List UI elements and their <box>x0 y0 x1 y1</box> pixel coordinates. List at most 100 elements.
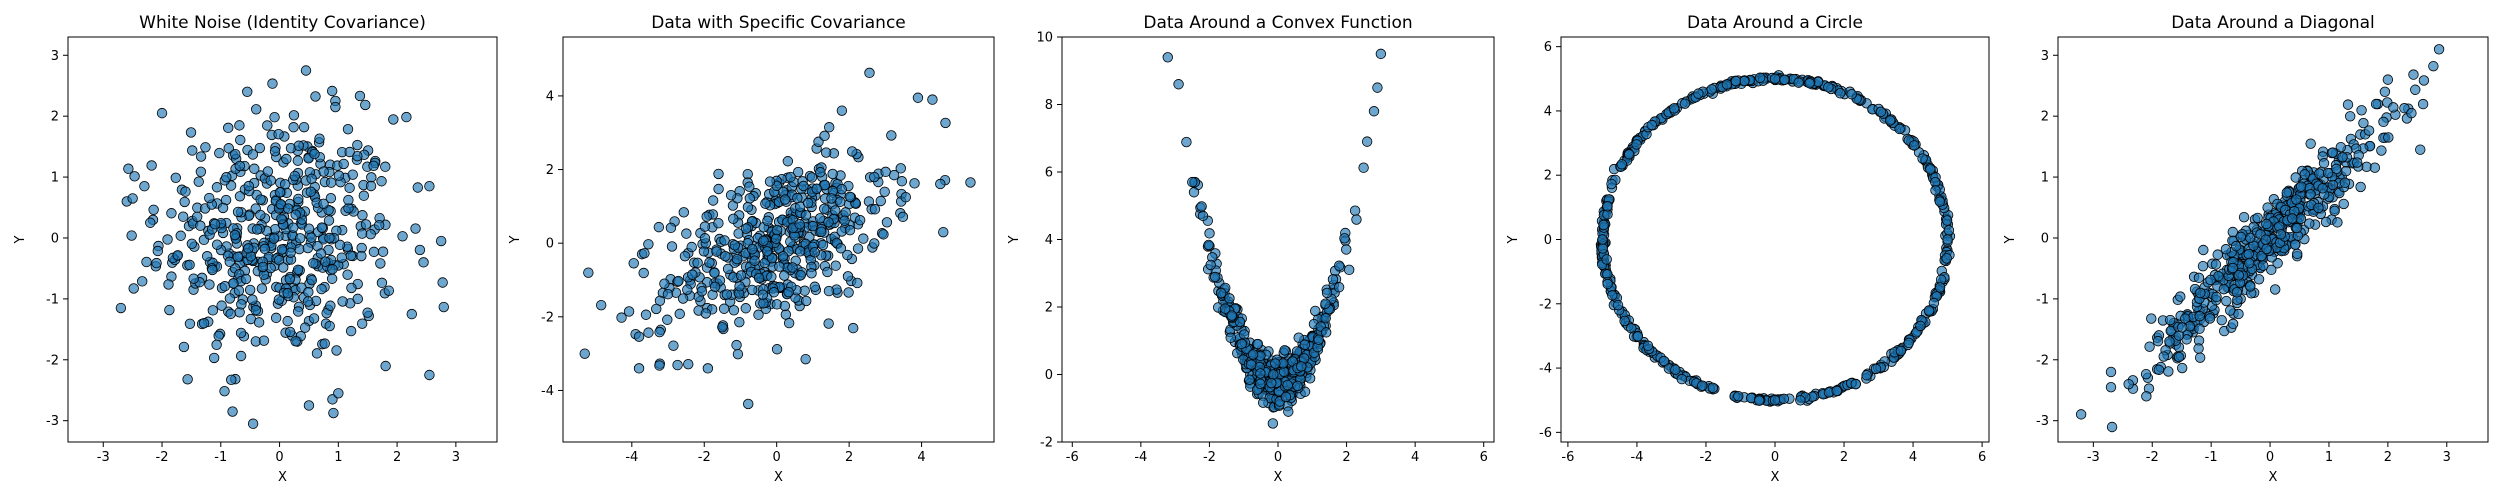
data-point <box>640 309 652 320</box>
data-point <box>761 246 773 257</box>
data-point <box>377 246 389 257</box>
data-point <box>418 257 429 268</box>
data-point <box>718 303 730 314</box>
data-point <box>292 306 304 317</box>
data-point <box>687 269 698 280</box>
data-point <box>2317 183 2328 194</box>
y-axis-label: Y <box>13 235 28 244</box>
y-tick-label: -4 <box>541 384 554 399</box>
data-point <box>1224 293 1235 304</box>
data-point <box>338 158 349 170</box>
chart-panel-4: -6 -4 -2 0 2 4 6 -6 -4 -2 0 2 4 6 Data Around a Circle… <box>1506 13 1990 485</box>
data-point <box>397 231 408 242</box>
data-point <box>2165 314 2176 326</box>
data-point <box>721 289 733 300</box>
data-point <box>2075 409 2087 420</box>
x-tick-label: -2 <box>1203 450 1216 465</box>
data-point <box>1313 334 1324 345</box>
data-point <box>178 341 190 353</box>
data-point <box>1327 274 1339 285</box>
x-tick-label: 4 <box>917 450 925 465</box>
data-point <box>1292 380 1303 392</box>
data-point <box>254 142 266 154</box>
data-point <box>638 267 649 279</box>
data-point <box>233 285 245 296</box>
data-point <box>2204 313 2216 324</box>
data-point <box>735 270 747 281</box>
x-axis-label: X <box>278 470 287 485</box>
data-point <box>2428 60 2439 72</box>
data-point <box>347 169 358 180</box>
x-tick-label: -2 <box>1699 450 1712 465</box>
data-point <box>336 252 347 263</box>
data-point <box>2342 99 2354 110</box>
data-point <box>170 172 181 184</box>
data-point <box>267 78 278 89</box>
y-tick-label: -1 <box>46 292 59 307</box>
data-point <box>325 300 336 311</box>
data-point <box>2332 217 2343 228</box>
data-point <box>334 239 346 251</box>
data-point <box>1793 77 1804 88</box>
data-point <box>792 192 803 204</box>
y-tick-label: -4 <box>1539 362 1552 377</box>
data-point <box>247 149 259 160</box>
data-point <box>2320 216 2332 228</box>
y-tick-label: 8 <box>1045 98 1053 113</box>
data-point <box>1279 345 1290 356</box>
data-point <box>764 176 776 187</box>
points-group <box>2075 44 2445 433</box>
data-point <box>318 198 329 210</box>
x-tick-label: -1 <box>2205 450 2218 465</box>
data-point <box>595 299 607 311</box>
data-point <box>2144 341 2155 352</box>
data-point <box>2194 310 2205 322</box>
data-point <box>2295 181 2307 192</box>
x-axis-label: X <box>774 470 783 485</box>
data-point <box>806 268 817 279</box>
data-point <box>406 308 417 320</box>
data-point <box>864 67 875 79</box>
data-point <box>207 305 219 316</box>
x-tick-label: 1 <box>334 450 342 465</box>
data-point <box>188 273 199 284</box>
data-point <box>1215 287 1227 299</box>
data-point <box>1624 149 1635 160</box>
data-point <box>783 286 794 298</box>
x-tick-label: -6 <box>1561 450 1574 465</box>
data-point <box>816 226 827 237</box>
data-point <box>2105 381 2117 393</box>
data-point <box>811 183 822 194</box>
data-point <box>185 127 197 138</box>
data-point <box>2378 116 2389 128</box>
data-point <box>281 153 292 165</box>
data-point <box>290 336 301 347</box>
data-point <box>1884 115 1896 126</box>
data-point <box>1923 305 1935 316</box>
data-point <box>1339 233 1350 244</box>
data-point <box>616 312 627 323</box>
data-point <box>835 243 847 254</box>
y-tick-label: 2 <box>2041 110 2049 125</box>
data-point <box>1244 374 1255 385</box>
data-point <box>842 249 853 261</box>
data-point <box>1721 79 1733 90</box>
data-point <box>221 172 232 183</box>
data-point <box>2314 168 2325 179</box>
data-point <box>701 211 712 222</box>
data-point <box>2173 351 2185 363</box>
data-point <box>1267 418 1279 429</box>
data-point <box>2158 351 2169 362</box>
data-point <box>375 258 386 269</box>
data-point <box>1375 48 1387 60</box>
data-point <box>276 244 288 255</box>
data-point <box>935 178 946 190</box>
data-point <box>681 228 692 239</box>
data-point <box>257 261 269 273</box>
data-point <box>702 363 714 374</box>
data-point <box>2363 125 2375 136</box>
data-point <box>303 286 314 298</box>
data-point <box>720 251 731 262</box>
data-point <box>2141 391 2152 402</box>
y-tick-label: 0 <box>546 237 554 252</box>
